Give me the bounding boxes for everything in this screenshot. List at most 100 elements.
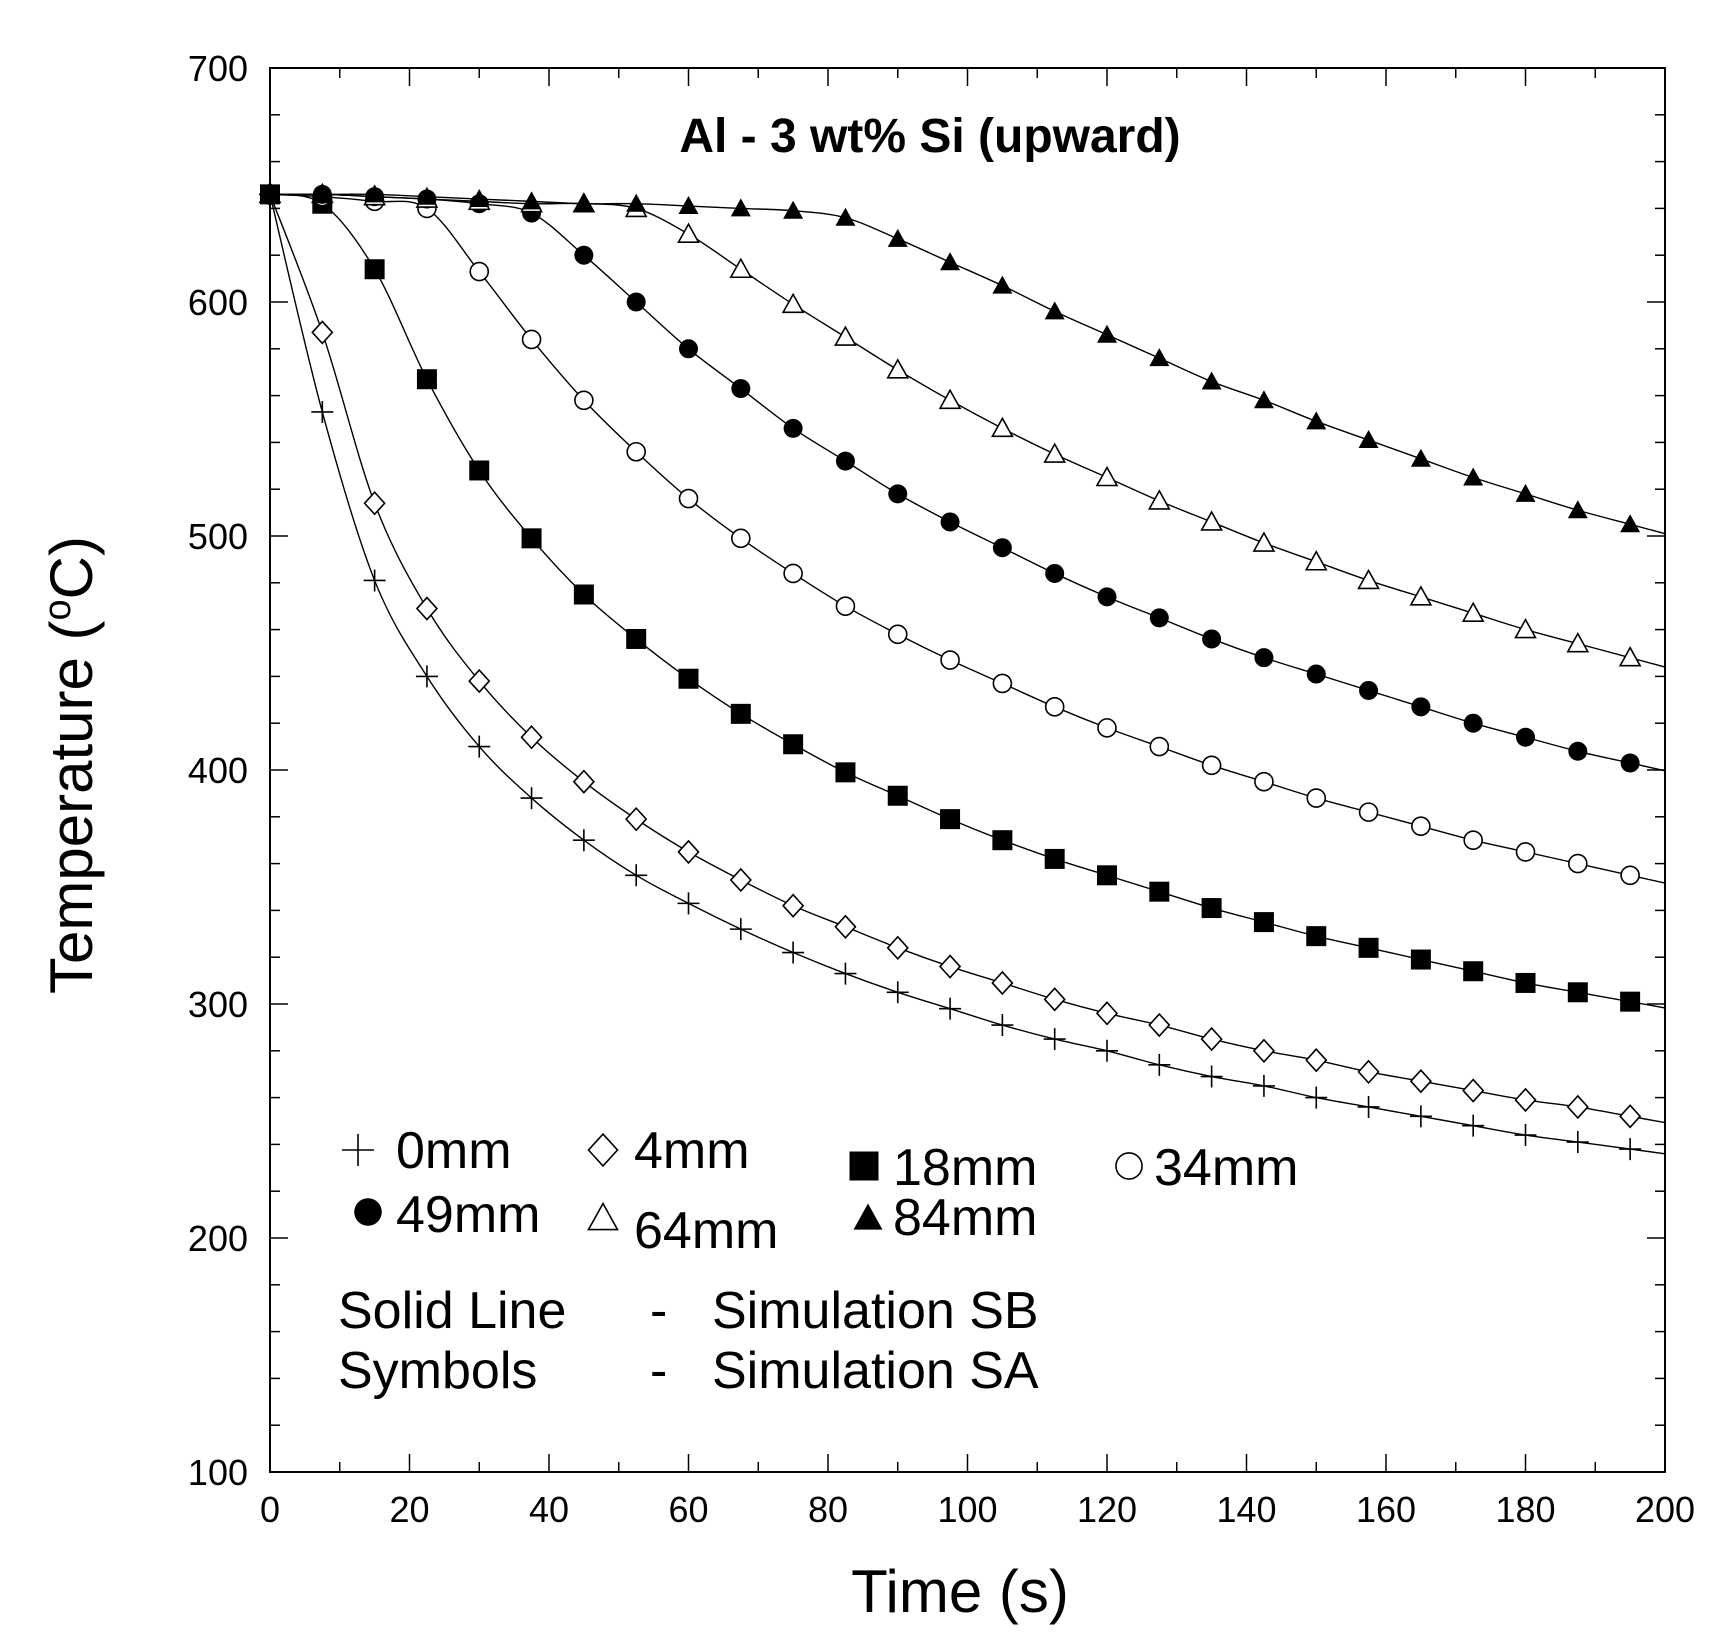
point-64mm bbox=[1252, 531, 1276, 552]
point-4mm bbox=[1409, 1069, 1432, 1094]
point-0mm bbox=[625, 864, 648, 887]
legend-label-18mm: 18mm bbox=[893, 1139, 1037, 1197]
point-49mm bbox=[992, 538, 1012, 558]
point-4mm bbox=[1566, 1094, 1589, 1120]
point-4mm bbox=[1252, 1038, 1276, 1063]
point-49mm bbox=[626, 292, 646, 312]
point-49mm bbox=[888, 484, 908, 504]
point-84mm bbox=[1097, 324, 1117, 343]
axis-ticks bbox=[269, 67, 1666, 1473]
point-0mm bbox=[677, 892, 700, 915]
y-tick-label: 400 bbox=[188, 750, 248, 791]
point-34mm bbox=[1620, 865, 1640, 886]
legend-marker-84mm bbox=[853, 1203, 883, 1230]
point-4mm bbox=[1357, 1059, 1380, 1085]
point-34mm bbox=[1358, 802, 1379, 822]
point-0mm bbox=[991, 1014, 1014, 1037]
point-4mm bbox=[1148, 1012, 1171, 1038]
point-49mm bbox=[1254, 648, 1274, 668]
legend-marker-64mm bbox=[587, 1201, 619, 1231]
x-tick-label: 40 bbox=[529, 1489, 569, 1530]
point-34mm bbox=[1201, 755, 1222, 776]
point-4mm bbox=[1462, 1078, 1485, 1103]
point-0mm bbox=[1514, 1124, 1537, 1147]
x-tick-label: 0 bbox=[260, 1489, 280, 1530]
point-84mm bbox=[940, 252, 961, 271]
point-18mm bbox=[521, 528, 542, 549]
point-34mm bbox=[1044, 697, 1065, 717]
point-18mm bbox=[783, 734, 804, 755]
point-18mm bbox=[416, 369, 437, 390]
point-49mm bbox=[1202, 629, 1222, 649]
point-64mm bbox=[1409, 585, 1433, 606]
point-84mm bbox=[1515, 483, 1536, 502]
point-34mm bbox=[731, 528, 751, 549]
point-18mm bbox=[364, 259, 385, 280]
x-axis-title: Time (s) bbox=[851, 1558, 1069, 1625]
point-18mm bbox=[1410, 949, 1431, 970]
point-34mm bbox=[1097, 718, 1117, 738]
point-18mm bbox=[1044, 848, 1065, 869]
point-4mm bbox=[520, 725, 543, 750]
method-notes: Solid Line - Simulation SB Symbols - Sim… bbox=[338, 1282, 1039, 1400]
point-4mm bbox=[1305, 1047, 1328, 1073]
point-84mm bbox=[469, 189, 490, 208]
point-49mm bbox=[1045, 563, 1065, 583]
x-tick-label: 120 bbox=[1077, 1489, 1137, 1530]
point-4mm bbox=[886, 935, 909, 961]
point-49mm bbox=[1411, 697, 1431, 717]
plot-frame bbox=[269, 67, 1666, 1473]
point-0mm bbox=[1566, 1131, 1589, 1154]
point-4mm bbox=[625, 806, 648, 832]
y-tick-label: 600 bbox=[188, 282, 248, 323]
simulation-markers bbox=[258, 182, 1642, 1161]
y-axis-title-end: C) bbox=[38, 536, 105, 599]
x-tick-label: 160 bbox=[1356, 1489, 1416, 1530]
legend-marker-18mm bbox=[849, 1151, 879, 1181]
point-84mm bbox=[992, 275, 1013, 294]
point-49mm bbox=[1097, 587, 1117, 607]
point-18mm bbox=[992, 830, 1013, 851]
point-34mm bbox=[1568, 853, 1588, 874]
point-18mm bbox=[835, 762, 856, 783]
point-18mm bbox=[887, 785, 908, 806]
point-49mm bbox=[1306, 664, 1326, 684]
y-axis-title-main: Temperature ( bbox=[38, 620, 105, 993]
symbols-meaning: Simulation SA bbox=[712, 1342, 1039, 1400]
point-64mm bbox=[834, 325, 857, 346]
point-34mm bbox=[992, 673, 1013, 694]
legend-label-0mm: 0mm bbox=[396, 1122, 512, 1180]
point-64mm bbox=[1200, 510, 1223, 531]
point-49mm bbox=[679, 339, 698, 359]
point-18mm bbox=[573, 584, 594, 605]
point-0mm bbox=[1409, 1105, 1432, 1128]
tick-labels: 0 20 40 60 80 100 120 140 160 180 200 100 200 300 400 5… bbox=[188, 48, 1695, 1530]
point-34mm bbox=[887, 624, 908, 645]
point-64mm bbox=[677, 222, 700, 243]
point-64mm bbox=[1566, 631, 1590, 653]
point-84mm bbox=[1201, 371, 1222, 390]
point-4mm bbox=[991, 970, 1014, 996]
point-0mm bbox=[1619, 1138, 1642, 1161]
x-tick-label: 200 bbox=[1635, 1489, 1695, 1530]
x-tick-label: 60 bbox=[668, 1489, 708, 1530]
point-0mm bbox=[363, 569, 386, 592]
point-18mm bbox=[940, 809, 961, 830]
point-4mm bbox=[363, 491, 386, 516]
point-4mm bbox=[1514, 1087, 1537, 1113]
point-4mm bbox=[1043, 987, 1066, 1012]
point-84mm bbox=[1149, 348, 1170, 367]
solid-line-label: Solid Line bbox=[338, 1282, 566, 1340]
legend-label-34mm: 34mm bbox=[1154, 1139, 1298, 1197]
point-18mm bbox=[626, 628, 647, 649]
point-49mm bbox=[574, 245, 594, 265]
symbols-dash: - bbox=[650, 1342, 667, 1400]
point-18mm bbox=[1358, 937, 1379, 958]
point-84mm bbox=[1410, 448, 1431, 467]
point-18mm bbox=[678, 668, 699, 689]
point-4mm bbox=[834, 914, 857, 939]
point-0mm bbox=[311, 400, 334, 423]
point-34mm bbox=[1149, 736, 1170, 757]
point-4mm bbox=[415, 596, 439, 621]
